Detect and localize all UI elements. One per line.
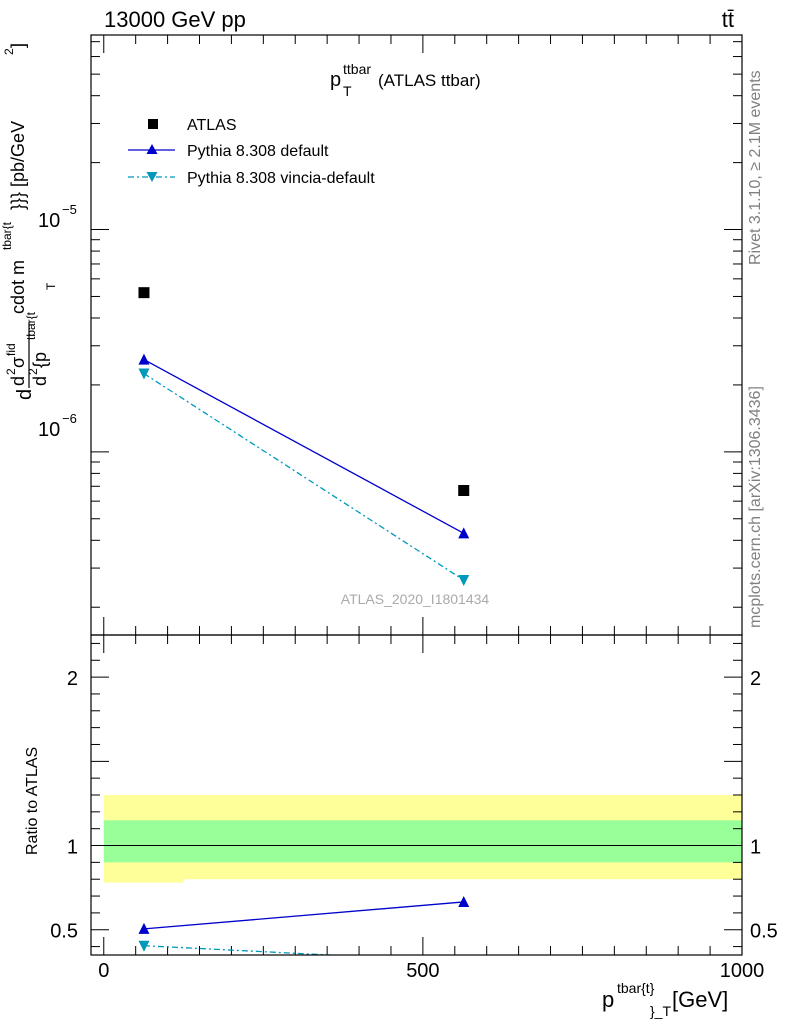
ylabel-units-2: 2	[2, 48, 16, 55]
svg-text:]: ]	[8, 43, 28, 48]
legend-label: Pythia 8.308 default	[187, 143, 329, 160]
legend-label: Pythia 8.308 vincia-default	[187, 170, 375, 187]
ratio-ticks	[91, 635, 743, 955]
atlas-point	[138, 287, 150, 299]
svg-text:cdot m: cdot m	[8, 260, 28, 314]
ylabel-den-tbar: tbar{t	[24, 311, 38, 340]
svg-text:{p: {p	[30, 352, 50, 368]
pythia-default-line	[143, 359, 465, 534]
x-tick-label: 0	[98, 960, 109, 982]
svg-text:d: d	[14, 389, 36, 400]
pythia-default-point	[138, 353, 150, 365]
y-tick-exp: −5	[62, 202, 77, 217]
ratio-pythia-default-point	[458, 895, 470, 907]
legend-item-pythia-default: Pythia 8.308 default	[128, 143, 329, 160]
svg-text:2: 2	[2, 48, 16, 55]
ratio-band-inner	[183, 820, 742, 863]
svg-text:d: d	[30, 376, 50, 386]
ylabel-num-d: d	[8, 376, 28, 386]
ratio-pythia-vincia-point	[138, 940, 150, 952]
header-right-label: tt̄	[722, 7, 734, 32]
svg-text:d: d	[8, 376, 28, 386]
svg-text:T: T	[44, 282, 58, 290]
ratio-marks	[138, 895, 470, 968]
ratio-y-tick-label-right: 1	[750, 837, 761, 859]
ratio-pythia-default-point	[138, 922, 150, 934]
ratio-y-tick-label: 1	[67, 837, 78, 859]
ylabel-tbar-m: tbar{t	[0, 221, 14, 250]
xlabel-sup: tbar{t}	[617, 980, 655, 996]
ylabel-d: d	[14, 389, 36, 400]
legend-triangle-up-marker	[146, 144, 158, 154]
x-tick-label: 500	[406, 960, 439, 982]
y-tick-exp: −6	[62, 411, 77, 426]
ratio-band-inner	[103, 820, 184, 863]
ratio-y-axis-label: Ratio to ATLAS	[24, 747, 41, 855]
ylabel-units: }}} [pb/GeV	[8, 121, 28, 210]
main-title: p	[330, 69, 341, 91]
legend-label: ATLAS	[187, 117, 237, 134]
analysis-watermark: ATLAS_2020_I1801434	[341, 591, 490, 607]
ylabel-num-2: 2	[4, 368, 18, 375]
main-title-sub: T	[343, 83, 352, 99]
main-title-suffix: (ATLAS ttbar)	[378, 71, 481, 90]
main-title-p: p	[330, 69, 341, 91]
ratio-y-tick-label: 2	[67, 668, 78, 690]
mcplots-label: mcplots.cern.ch [arXiv:1306.3436]	[747, 386, 764, 628]
y-tick-base: 10	[38, 210, 60, 232]
svg-text:tbar{t: tbar{t	[24, 311, 38, 340]
y-tick-base: 10	[38, 419, 60, 441]
ylabel-den-d: d	[30, 376, 50, 386]
xlabel-p: p	[602, 987, 614, 1012]
ylabel-cdot-m: cdot m	[8, 260, 28, 314]
ylabel-sigma: σ	[8, 357, 28, 368]
svg-text:tbar{t: tbar{t	[0, 221, 14, 250]
rivet-version-label: Rivet 3.1.10, ≥ 2.1M events	[747, 70, 764, 265]
ratio-y-tick-label-right: 2	[750, 668, 761, 690]
xlabel-units: [GeV]	[672, 987, 728, 1012]
ratio-panel: 0.5 0.5 1 1 2 2 0 500 1000 Ratio to ATLAS p tbar…	[24, 634, 778, 1019]
x-axis-label: p tbar{t} }_T [GeV]	[602, 980, 728, 1019]
ratio-bands	[103, 795, 742, 883]
main-marks	[138, 287, 470, 587]
ylabel-den-p: {p	[30, 352, 50, 368]
pythia-default-point	[458, 527, 470, 539]
pythia-vincia-point	[458, 575, 470, 587]
main-panel: p ttbar T (ATLAS ttbar) 10 −5 10 −6 d d …	[0, 34, 743, 636]
ratio-pythia-default-line	[143, 901, 464, 930]
pythia-vincia-point	[138, 368, 150, 380]
pythia-vincia-line	[143, 373, 465, 581]
header-left-label: 13000 GeV pp	[104, 7, 246, 32]
ylabel-den-2: 2	[26, 368, 40, 375]
main-y-axis-label: d d 2 σ fid cdot m tbar{t }}} [pb/GeV	[0, 43, 58, 400]
legend-square-marker	[148, 119, 158, 129]
ratio-y-tick-label-right: 0.5	[750, 921, 778, 943]
xlabel-sub: }_T	[650, 1003, 671, 1019]
svg-text:σ: σ	[8, 357, 28, 368]
y-tick-label-1e-6: 10 −6	[38, 411, 77, 441]
legend-item-pythia-vincia: Pythia 8.308 vincia-default	[128, 170, 375, 187]
y-tick-label-1e-5: 10 −5	[38, 202, 77, 232]
ylabel-fid: fid	[4, 343, 18, 356]
ratio-frame	[90, 634, 743, 956]
ratio-pythia-vincia-point	[458, 957, 469, 968]
legend: ATLAS Pythia 8.308 default Pythia 8.308 …	[128, 117, 375, 187]
svg-text:2: 2	[4, 368, 18, 375]
legend-triangle-down-marker	[146, 172, 158, 182]
svg-text:fid: fid	[4, 343, 18, 356]
legend-item-atlas: ATLAS	[148, 117, 237, 134]
ratio-y-tick-label: 0.5	[50, 921, 78, 943]
ylabel-den-T: T	[44, 282, 58, 290]
ylabel-units-close: ]	[8, 43, 28, 48]
svg-text:}}} [pb/GeV: }}} [pb/GeV	[8, 121, 28, 210]
main-title-sup: ttbar	[343, 61, 371, 77]
main-ticks	[91, 35, 743, 635]
atlas-point	[458, 485, 470, 497]
svg-text:2: 2	[26, 368, 40, 375]
x-tick-label: 1000	[720, 960, 765, 982]
ratio-tick-labels: 0.5 0.5 1 1 2 2 0 500 1000	[50, 668, 778, 982]
